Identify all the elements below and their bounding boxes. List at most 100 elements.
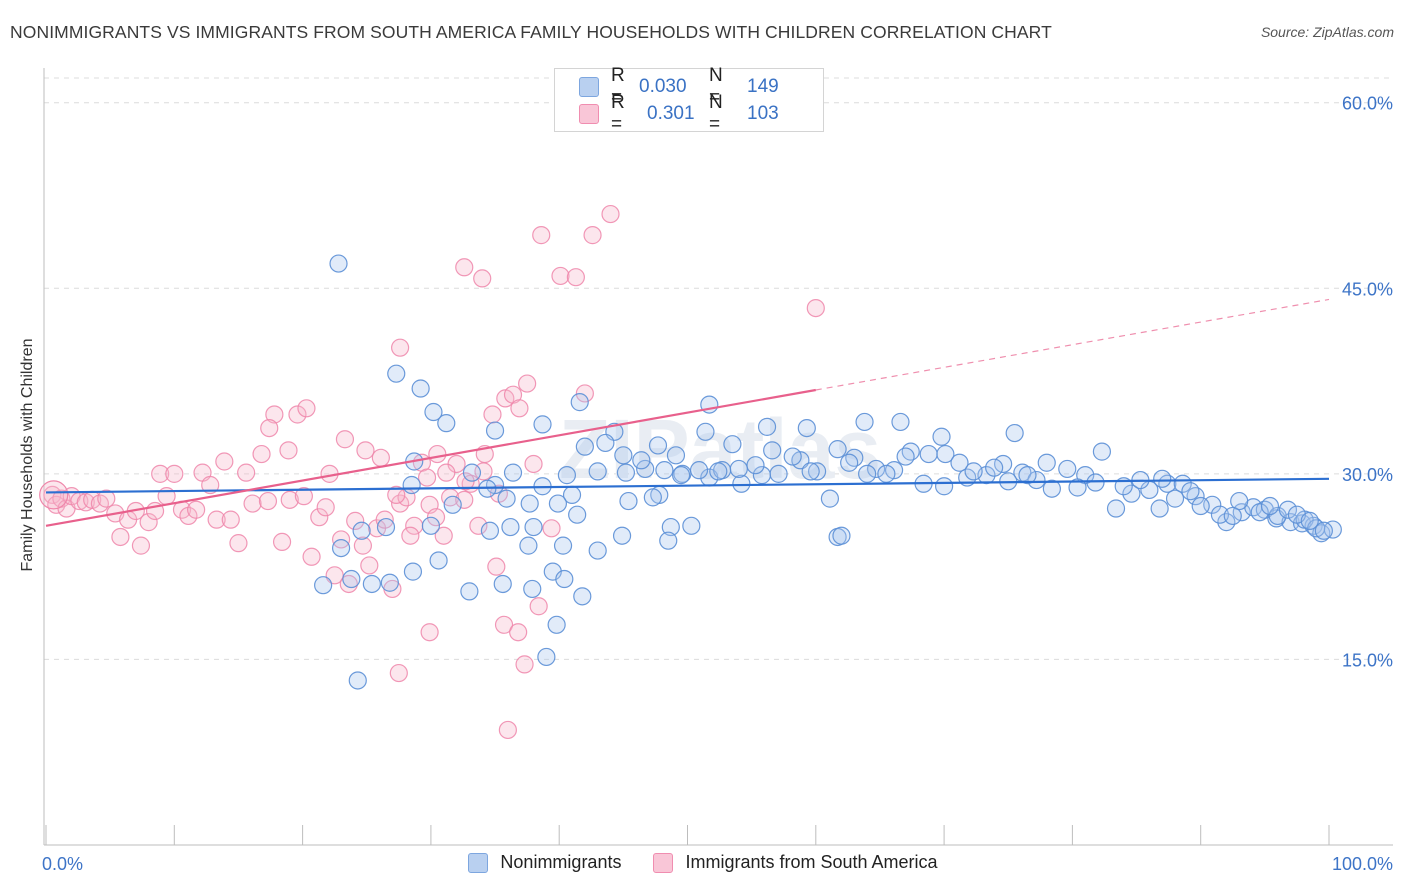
pink-point xyxy=(509,623,528,642)
pink-point xyxy=(455,490,474,509)
blue-point xyxy=(1092,442,1112,461)
blue-point xyxy=(460,582,479,601)
legend-item-immigrants[interactable]: Immigrants from South America xyxy=(653,852,938,873)
pink-point xyxy=(806,299,825,318)
pink-point xyxy=(529,597,548,616)
pink-point xyxy=(389,663,408,683)
blue-point xyxy=(362,574,381,594)
blue-point xyxy=(661,517,680,537)
blue-point xyxy=(588,462,607,481)
pink-point xyxy=(426,508,446,527)
pink-point xyxy=(272,532,292,552)
pink-point xyxy=(387,485,406,505)
nonimmigrants-trend-line xyxy=(45,477,1330,494)
pink-point xyxy=(575,384,594,403)
pink-point xyxy=(221,510,240,529)
blue-point xyxy=(352,521,371,540)
blue-point xyxy=(1068,478,1087,497)
blue-point xyxy=(331,538,351,558)
blue-point xyxy=(548,494,568,513)
trend-lines xyxy=(45,298,1330,527)
legend-item-nonimmigrants[interactable]: Nonimmigrants xyxy=(468,852,621,873)
blue-point xyxy=(1005,423,1024,443)
pink-point xyxy=(279,441,298,460)
blue-point xyxy=(411,379,430,398)
y-tick-label: 15.0% xyxy=(1342,650,1393,670)
blue-point xyxy=(555,569,574,589)
blue-point xyxy=(655,461,674,480)
pink-point xyxy=(339,574,358,594)
blue-point xyxy=(964,462,983,481)
blue-point xyxy=(682,516,701,535)
blue-point xyxy=(568,505,587,524)
blue-point xyxy=(403,562,423,581)
legend-r-value: 0.030 xyxy=(639,76,687,97)
chart-title: NONIMMIGRANTS VS IMMIGRANTS FROM SOUTH A… xyxy=(10,22,1052,42)
pink-point xyxy=(237,463,256,482)
blue-point xyxy=(828,440,847,459)
immigrants-trend-line xyxy=(45,388,816,527)
blue-point xyxy=(501,517,520,537)
blue-point xyxy=(1223,506,1242,526)
blue-point xyxy=(588,541,607,560)
legend-label: Nonimmigrants xyxy=(500,852,622,872)
blue-point xyxy=(497,489,516,508)
blue-point xyxy=(1268,506,1287,526)
legend-r-value: 0.301 xyxy=(647,103,695,124)
blue-point xyxy=(936,444,955,464)
pink-point xyxy=(401,526,420,545)
blue-point xyxy=(557,466,576,485)
blue-point xyxy=(709,462,728,481)
pink-point xyxy=(494,615,514,634)
blue-point xyxy=(732,474,751,493)
pink-point xyxy=(532,226,551,245)
blue-point xyxy=(443,495,462,514)
blue-point xyxy=(671,466,691,485)
blue-point xyxy=(1250,503,1269,522)
blue-point xyxy=(402,475,421,495)
pink-point xyxy=(288,405,307,424)
blue-point xyxy=(950,453,969,472)
blue-point xyxy=(437,414,456,433)
blue-point xyxy=(493,574,512,594)
blue-point xyxy=(1300,511,1319,530)
blue-point xyxy=(757,417,777,436)
blue-point xyxy=(520,494,539,513)
legend-n-label: N = xyxy=(709,92,723,135)
nonimmigrants-points xyxy=(314,254,1342,690)
axes xyxy=(43,68,1393,846)
blue-point xyxy=(797,418,816,438)
pink-point xyxy=(473,269,492,288)
blue-point xyxy=(537,647,556,667)
blue-point xyxy=(763,441,782,460)
blue-point xyxy=(1018,466,1037,485)
blue-point xyxy=(636,459,655,479)
blue-point xyxy=(547,615,566,634)
pink-point xyxy=(583,226,602,245)
pink-point xyxy=(391,338,410,357)
pink-point xyxy=(139,513,158,532)
blue-point xyxy=(1165,489,1185,508)
blue-point xyxy=(1186,487,1205,506)
blue-point xyxy=(503,463,523,482)
legend-row-immigrants: R = 0.301 N = 103 xyxy=(579,92,779,135)
pink-point xyxy=(201,475,220,495)
blue-point xyxy=(485,421,505,440)
blue-point xyxy=(994,454,1013,474)
pink-point xyxy=(302,547,321,566)
blue-point xyxy=(1122,484,1141,503)
pink-point xyxy=(280,490,299,509)
pink-point xyxy=(356,441,375,460)
blue-point xyxy=(573,587,592,606)
pink-point xyxy=(111,527,130,547)
tick-labels: 15.0% 30.0% 45.0% 60.0% 0.0% 100.0% xyxy=(42,94,1393,874)
blue-point xyxy=(523,579,542,599)
series-legend: Nonimmigrants Immigrants from South Amer… xyxy=(0,852,1406,873)
pink-point xyxy=(417,468,437,487)
blue-point xyxy=(666,446,686,465)
pink-point-large xyxy=(39,480,69,510)
pink-point xyxy=(437,463,456,482)
legend-swatch-pink xyxy=(653,852,674,873)
pink-point xyxy=(360,556,379,575)
